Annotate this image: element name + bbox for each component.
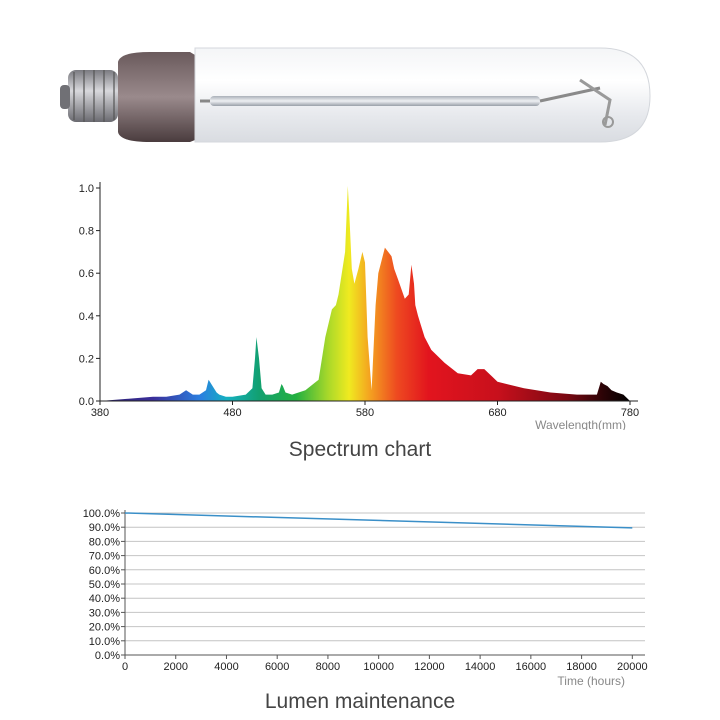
lumen-y-tick-label: 70.0% [89,551,120,563]
lumen-y-tick-label: 20.0% [89,622,120,634]
lumen-x-tick-label: 0 [122,661,128,673]
lumen-x-tick-label: 16000 [516,661,547,673]
lumen-y-tick-label: 60.0% [89,565,120,577]
lumen-y-tick-label: 40.0% [89,593,120,605]
lumen-x-tick-label: 10000 [363,661,394,673]
lumen-x-tick-label: 14000 [465,661,496,673]
lumen-x-tick-label: 20000 [617,661,648,673]
spectrum-chart-title: Spectrum chart [288,438,432,461]
spectrum-y-tick-label: 0.0 [79,396,94,408]
spectrum-x-tick-label: 680 [488,407,506,419]
spectrum-x-tick-label: 480 [223,407,241,419]
spectrum-y-tick-label: 0.6 [79,268,94,280]
spectrum-y-tick-label: 0.8 [79,226,94,238]
spectrum-chart: 0.0 0.2 0.4 0.6 0.8 1.0 380 480 580 680 780 Wavele… [79,182,639,430]
spectrum-y-tick-label: 0.2 [79,353,94,365]
spectrum-x-axis-label: Wavelength(mm) [535,418,626,430]
lumen-x-tick-label: 4000 [214,661,238,673]
lumen-y-tick-label: 10.0% [89,636,120,648]
lumen-y-tick-label: 100.0% [83,508,121,520]
lumen-x-tick-label: 6000 [265,661,289,673]
lumen-x-tick-label: 12000 [414,661,445,673]
spectrum-area [100,185,630,401]
lumen-x-tick-label: 18000 [566,661,597,673]
lumen-y-tick-label: 30.0% [89,607,120,619]
lumen-y-tick-label: 50.0% [89,579,120,591]
lumen-y-tick-label: 80.0% [89,536,120,548]
spectrum-x-tick-label: 780 [621,407,639,419]
lamp-image [60,47,651,143]
lumen-chart-title: Lumen maintenance [264,690,456,713]
lamp-base [60,70,118,122]
spectrum-x-tick-label: 580 [356,407,374,419]
lumen-x-axis-label: Time (hours) [557,674,625,688]
lumen-x-tick-label: 8000 [316,661,340,673]
spectrum-x-tick-label: 380 [91,407,109,419]
lumen-series-line [124,512,633,529]
lamp-glass [194,47,651,143]
lamp-arc-tube [200,78,614,128]
lumen-maintenance-chart: 0.0% 10.0% 20.0% 30.0% 40.0% 50.0% 60.0% 70.0% 8… [83,508,648,688]
lamp-neck [118,52,200,142]
lumen-x-tick-label: 2000 [163,661,187,673]
spectrum-y-tick-label: 0.4 [79,311,94,323]
lumen-y-tick-label: 90.0% [89,522,120,534]
lumen-y-tick-label: 0.0% [95,650,120,662]
spectrum-y-tick-label: 1.0 [79,183,94,195]
